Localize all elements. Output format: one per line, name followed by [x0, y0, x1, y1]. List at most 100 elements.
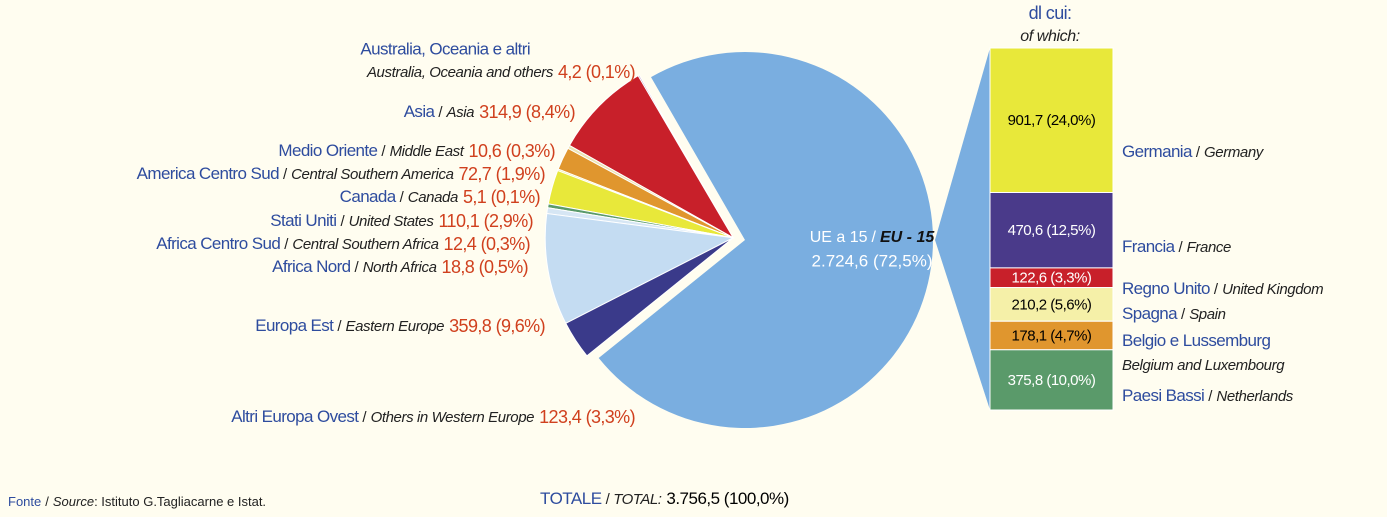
- value-label: 72,7 (1,9%): [459, 164, 545, 184]
- separator: /: [1196, 144, 1201, 161]
- pie-slice: [544, 213, 735, 325]
- category-label-en: Others in Western Europe: [371, 409, 535, 426]
- bar-category-line: Regno Unito / United Kingdom: [1122, 279, 1323, 298]
- header-en: of which:: [1020, 28, 1080, 45]
- value-label: 18,8 (0,5%): [442, 257, 528, 277]
- separator: /: [381, 143, 386, 160]
- bar-category-label: Francia: [1122, 237, 1176, 256]
- source: Fonte / Source: Istituto G.Tagliacarne e I…: [8, 494, 266, 509]
- category-line: Medio Oriente / Middle East 10,6 (0,3%): [278, 141, 555, 161]
- category-line: Australia, Oceania and others 4,2 (0,1%): [366, 62, 635, 82]
- value-label: 110,1 (2,9%): [438, 211, 533, 231]
- total: TOTALE / TOTAL: 3.756,5 (100,0%): [540, 489, 789, 508]
- category-line: Europa Est / Eastern Europe 359,8 (9,6%): [255, 316, 545, 336]
- value-label: 4,2 (0,1%): [558, 62, 635, 82]
- category-line: America Centro Sud / Central Southern Amer…: [137, 164, 545, 184]
- source-label: Fonte: [8, 494, 41, 509]
- header: dl cui:: [1029, 3, 1072, 23]
- bar-category-line: Germania / Germany: [1122, 142, 1265, 161]
- category-label-en: Middle East: [390, 143, 465, 160]
- bar-value-label: 470,6 (12,5%): [1008, 222, 1096, 239]
- separator: /: [438, 104, 443, 121]
- bar-category-label-en: Germany: [1204, 144, 1265, 161]
- separator: /: [606, 491, 611, 508]
- category-label-en: Central Southern America: [291, 166, 453, 183]
- connector: [935, 48, 990, 410]
- value-label: 123,4 (3,3%): [539, 407, 635, 427]
- category-line: Africa Centro Sud / Central Southern Afric…: [156, 234, 530, 254]
- category-label-en: Canada: [408, 189, 458, 206]
- category-label: Africa Nord: [272, 257, 351, 276]
- bar-value-label: 901,7 (24,0%): [1008, 112, 1096, 129]
- separator: /: [337, 318, 342, 335]
- bar-category-line: Spagna / Spain: [1122, 304, 1226, 323]
- category-line: Canada / Canada 5,1 (0,1%): [340, 187, 540, 207]
- category-label-en: United States: [349, 213, 435, 230]
- total-label-en: TOTAL:: [613, 491, 661, 508]
- main-name-en: EU - 15: [880, 229, 935, 246]
- category-label: Medio Oriente: [278, 141, 377, 160]
- category-line: Africa Nord / North Africa 18,8 (0,5%): [272, 257, 528, 277]
- separator: /: [1181, 306, 1186, 323]
- bar-segment: [989, 320, 1114, 351]
- separator: /: [355, 259, 360, 276]
- category-label: America Centro Sud: [137, 164, 279, 183]
- bar-value-label: 210,2 (5,6%): [1012, 296, 1092, 313]
- category-label: Europa Est: [255, 316, 334, 335]
- separator: /: [45, 494, 49, 509]
- bar-category-line: Paesi Bassi / Netherlands: [1122, 386, 1294, 405]
- bar-category-label-en: United Kingdom: [1222, 281, 1323, 298]
- category-label-en: Eastern Europe: [345, 318, 444, 335]
- total-label: TOTALE: [540, 489, 602, 508]
- category-label: Stati Uniti: [270, 211, 336, 230]
- category-label-en: North Africa: [363, 259, 437, 276]
- value-label: 314,9 (8,4%): [479, 102, 575, 122]
- separator: /: [872, 229, 877, 246]
- total-value: 3.756,5 (100,0%): [666, 489, 788, 508]
- bar-value-label: 375,8 (10,0%): [1008, 372, 1096, 389]
- source-text: : Istituto G.Tagliacarne e Istat.: [94, 494, 266, 509]
- category-line: Stati Uniti / United States 110,1 (2,9%): [270, 211, 533, 231]
- bar-segment: [989, 191, 1114, 269]
- bar-category-label: Belgio e Lussemburg: [1122, 331, 1270, 350]
- source-label-en: Source: [53, 494, 94, 509]
- separator: /: [1179, 239, 1184, 256]
- category-line: Asia / Asia 314,9 (8,4%): [404, 102, 575, 122]
- bar-category-label-en: France: [1187, 239, 1231, 256]
- bar-value-label: 122,6 (3,3%): [1012, 270, 1092, 287]
- main-name: UE a 15: [810, 229, 868, 246]
- bar-category-label: Spagna: [1122, 304, 1178, 323]
- category-label: Altri Europa Ovest: [231, 407, 359, 426]
- value-label: 5,1 (0,1%): [463, 187, 540, 207]
- separator: /: [400, 189, 405, 206]
- pie-slice: [565, 237, 734, 357]
- bar-category-label-en: Spain: [1189, 306, 1225, 323]
- main-value: 2.724,6 (72,5%): [812, 251, 933, 270]
- separator: /: [362, 409, 367, 426]
- separator: /: [340, 213, 345, 230]
- value-label: 12,4 (0,3%): [444, 234, 530, 254]
- separator: /: [283, 166, 288, 183]
- separator: /: [1208, 388, 1213, 405]
- category-label: Canada: [340, 187, 397, 206]
- bar-category-label: Germania: [1122, 142, 1193, 161]
- category-label-en: Asia: [446, 104, 475, 121]
- separator: /: [284, 236, 289, 253]
- pie-slice: [568, 74, 735, 240]
- bar-segment: [989, 47, 1114, 193]
- category-label: Asia: [404, 102, 436, 121]
- category-label: Australia, Oceania e altri: [360, 39, 530, 58]
- separator: /: [1214, 281, 1219, 298]
- bar-category-line: Belgio e Lussemburg: [1122, 331, 1270, 350]
- bar-category-label: Regno Unito: [1122, 279, 1210, 298]
- pie-slice: [598, 52, 933, 429]
- category-label: Africa Centro Sud: [156, 234, 280, 253]
- category-label-en: Australia, Oceania and others: [366, 64, 554, 81]
- bar-value-label: 178,1 (4,7%): [1012, 327, 1092, 344]
- value-label: 359,8 (9,6%): [449, 316, 545, 336]
- bar-category-label-en: Belgium and Luxembourg: [1122, 357, 1285, 374]
- category-label-en: Central Southern Africa: [292, 236, 438, 253]
- bar-category-line: Francia / France: [1122, 237, 1231, 256]
- category-line: Altri Europa Ovest / Others in Western Eur…: [231, 407, 635, 427]
